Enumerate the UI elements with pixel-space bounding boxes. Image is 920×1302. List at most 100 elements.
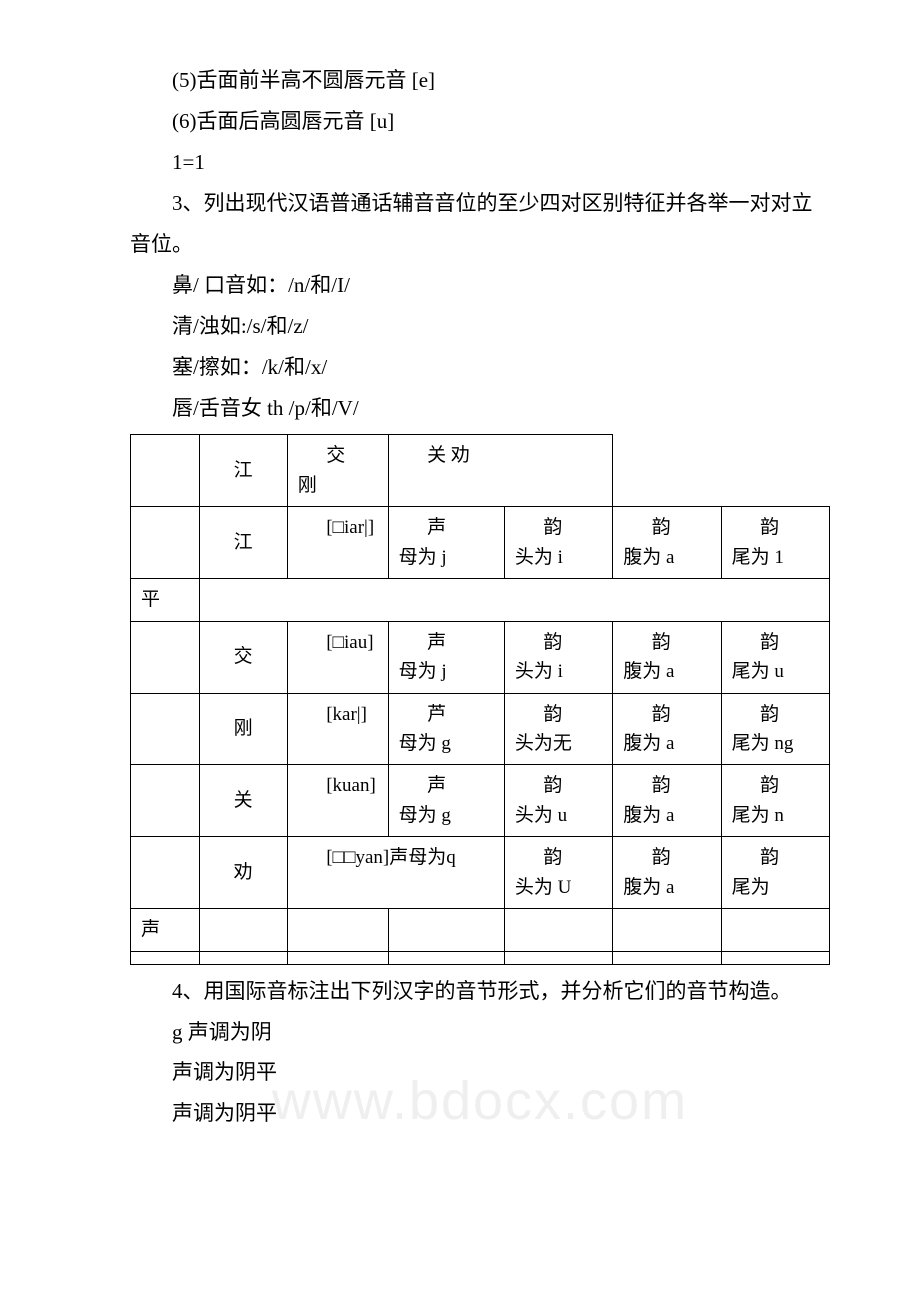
table-cell: 韵 头为 i bbox=[504, 621, 612, 693]
table-cell: 江 bbox=[199, 435, 287, 507]
table-cell: 交 bbox=[199, 621, 287, 693]
table-cell: 劝 bbox=[199, 837, 287, 909]
table-cell: 声 母为 j bbox=[388, 621, 504, 693]
table-container: www.bdocx.com 江 交 刚 关 劝 江 [□iar|] bbox=[130, 434, 830, 964]
cell-line: 母为 g bbox=[399, 733, 451, 754]
table-row: 劝 [□□yan]声母为q 韵 头为 U 韵 腹为 a 韵 尾为 bbox=[131, 837, 830, 909]
table-cell: 韵 腹为 a bbox=[613, 765, 721, 837]
table-cell: 韵 腹为 a bbox=[613, 507, 721, 579]
table-cell: 交 刚 bbox=[287, 435, 388, 507]
cell-line: 头为 u bbox=[515, 805, 567, 826]
table-cell bbox=[131, 507, 200, 579]
table-cell: 韵 腹为 a bbox=[613, 693, 721, 765]
table-cell: 刚 bbox=[199, 693, 287, 765]
table-row bbox=[131, 951, 830, 964]
table-row: 平 bbox=[131, 579, 830, 621]
table-cell bbox=[388, 951, 504, 964]
table-cell bbox=[199, 909, 287, 951]
table-cell bbox=[131, 621, 200, 693]
cell-line: [□□yan]声母为q bbox=[298, 843, 500, 872]
table-cell bbox=[613, 909, 721, 951]
table-cell bbox=[131, 765, 200, 837]
table-cell bbox=[721, 909, 829, 951]
table-cell: 声 母为 j bbox=[388, 507, 504, 579]
cell-line: 交 bbox=[298, 441, 384, 470]
cell-line: 声 bbox=[399, 628, 500, 657]
table-cell bbox=[613, 435, 721, 507]
cell-line: 尾为 ng bbox=[732, 733, 794, 754]
cell-line: 韵 bbox=[732, 628, 825, 657]
table-cell bbox=[287, 909, 388, 951]
cell-line: 韵 bbox=[732, 700, 825, 729]
cell-line: 尾为 bbox=[732, 877, 770, 898]
body-text: 4、用国际音标注出下列汉字的音节形式，并分析它们的音节构造。 bbox=[130, 971, 830, 1012]
cell-line: 母为 j bbox=[399, 547, 447, 568]
body-text: 3、列出现代汉语普通话辅音音位的至少四对区别特征并各举一对对立音位。 bbox=[130, 183, 830, 265]
table-cell: 声 母为 g bbox=[388, 765, 504, 837]
table-cell bbox=[504, 951, 612, 964]
table-cell: [□iau] bbox=[287, 621, 388, 693]
cell-line: 尾为 1 bbox=[732, 547, 784, 568]
table-row: 交 [□iau] 声 母为 j 韵 头为 i 韵 腹为 a 韵 bbox=[131, 621, 830, 693]
table-cell bbox=[388, 909, 504, 951]
cell-line: 芦 bbox=[399, 700, 500, 729]
table-cell bbox=[131, 693, 200, 765]
cell-line: 刚 bbox=[298, 475, 317, 496]
table-cell: 平 bbox=[131, 579, 200, 621]
table-cell: 韵 头为 i bbox=[504, 507, 612, 579]
table-cell: 声 bbox=[131, 909, 200, 951]
table-row: 江 交 刚 关 劝 bbox=[131, 435, 830, 507]
cell-line: 韵 bbox=[623, 513, 716, 542]
cell-line: 尾为 u bbox=[732, 661, 784, 682]
table-cell: 韵 尾为 1 bbox=[721, 507, 829, 579]
table-cell: 韵 腹为 a bbox=[613, 837, 721, 909]
cell-line: 腹为 a bbox=[623, 877, 674, 898]
table-row: 关 [kuan] 声 母为 g 韵 头为 u 韵 腹为 a 韵 bbox=[131, 765, 830, 837]
body-text: 唇/舌音女 th /p/和/V/ bbox=[130, 388, 830, 429]
cell-line: [kar|] bbox=[298, 700, 384, 729]
table-cell bbox=[199, 579, 829, 621]
table-cell: 韵 头为无 bbox=[504, 693, 612, 765]
cell-line: 韵 bbox=[515, 771, 608, 800]
cell-line: 关 劝 bbox=[399, 441, 609, 470]
body-text: 塞/擦如：/k/和/x/ bbox=[130, 347, 830, 388]
cell-line: 韵 bbox=[515, 513, 608, 542]
table-cell: [kuan] bbox=[287, 765, 388, 837]
table-cell: 芦 母为 g bbox=[388, 693, 504, 765]
cell-line: 母为 g bbox=[399, 805, 451, 826]
table-cell: 关 劝 bbox=[388, 435, 613, 507]
table-cell: 韵 尾为 ng bbox=[721, 693, 829, 765]
cell-line: [kuan] bbox=[298, 771, 384, 800]
cell-line: 母为 j bbox=[399, 661, 447, 682]
body-text: 1=1 bbox=[130, 142, 830, 183]
cell-line: 腹为 a bbox=[623, 733, 674, 754]
table-cell: 韵 尾为 bbox=[721, 837, 829, 909]
cell-line: 腹为 a bbox=[623, 661, 674, 682]
cell-line: 韵 bbox=[732, 843, 825, 872]
table-cell bbox=[131, 837, 200, 909]
cell-line: [□iar|] bbox=[298, 513, 384, 542]
cell-line: 头为 i bbox=[515, 547, 563, 568]
table-cell: [kar|] bbox=[287, 693, 388, 765]
cell-line: 头为 i bbox=[515, 661, 563, 682]
body-text: 声调为阴平 bbox=[130, 1093, 830, 1134]
table-cell bbox=[131, 435, 200, 507]
table-row: 声 bbox=[131, 909, 830, 951]
cell-line: 韵 bbox=[732, 513, 825, 542]
cell-line: 韵 bbox=[623, 843, 716, 872]
table-cell bbox=[131, 951, 200, 964]
table-row: 江 [□iar|] 声 母为 j 韵 头为 i 韵 腹为 a 韵 bbox=[131, 507, 830, 579]
cell-line: 声 bbox=[399, 771, 500, 800]
body-text: 清/浊如:/s/和/z/ bbox=[130, 306, 830, 347]
cell-line: 韵 bbox=[732, 771, 825, 800]
table-cell bbox=[504, 909, 612, 951]
body-text: 声调为阴平 bbox=[130, 1052, 830, 1093]
table-row: 刚 [kar|] 芦 母为 g 韵 头为无 韵 腹为 a 韵 bbox=[131, 693, 830, 765]
table-cell: 韵 腹为 a bbox=[613, 621, 721, 693]
cell-line: 头为无 bbox=[515, 733, 572, 754]
body-text: (5)舌面前半高不圆唇元音 [e] bbox=[130, 60, 830, 101]
table-cell bbox=[199, 951, 287, 964]
table-cell: 韵 头为 u bbox=[504, 765, 612, 837]
cell-line: [□iau] bbox=[298, 628, 384, 657]
cell-line: 声 bbox=[399, 513, 500, 542]
